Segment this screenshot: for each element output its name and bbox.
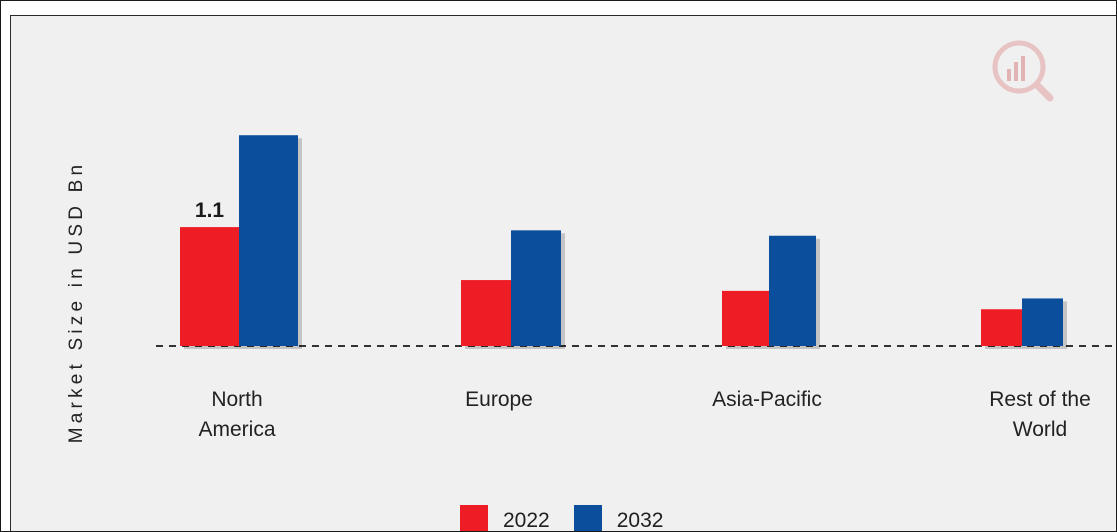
legend-label-2032: 2032 [616,509,664,532]
bar-chart: 1.1 North America Europe Asia-Pacific Rest of… [156,135,1116,441]
bar-2022-rest-of-the-world [981,309,1022,346]
legend-item-2022: 2022 [460,505,550,532]
bar-2022-europe [461,280,511,346]
x-tick-label-north-america-0: North [211,388,262,411]
x-tick-label-north-america-1: America [198,418,275,441]
y-axis-label-box: Market Size in USD Bn [59,112,95,492]
chart-magnifier-logo-icon [992,40,1054,102]
y-axis-label: Market Size in USD Bn [66,160,87,444]
legend-label-2022: 2022 [503,509,550,532]
bar-2032-rest-of-the-world [1022,298,1063,346]
legend: 2022 2032 [460,505,664,532]
bar-2032-europe [511,230,561,346]
data-label-2022-north-america: 1.1 [195,199,225,222]
bar-2032-north-america [239,135,298,346]
bar-2032-asia-pacific [769,235,816,346]
x-tick-label-rest-of-the-world-1: World [1013,418,1067,441]
x-tick-label-rest-of-the-world-0: Rest of the [989,388,1091,411]
legend-swatch-2032 [573,505,602,531]
bar-2022-asia-pacific [722,290,769,346]
chart-panel: 1.1 North America Europe Asia-Pacific Rest of… [10,15,1116,532]
x-tick-label-asia-pacific-0: Asia-Pacific [712,388,822,411]
legend-swatch-2022 [460,505,488,531]
bar-2022-north-america [180,227,239,346]
legend-item-2032: 2032 [573,505,664,532]
x-tick-label-europe-0: Europe [465,388,533,411]
